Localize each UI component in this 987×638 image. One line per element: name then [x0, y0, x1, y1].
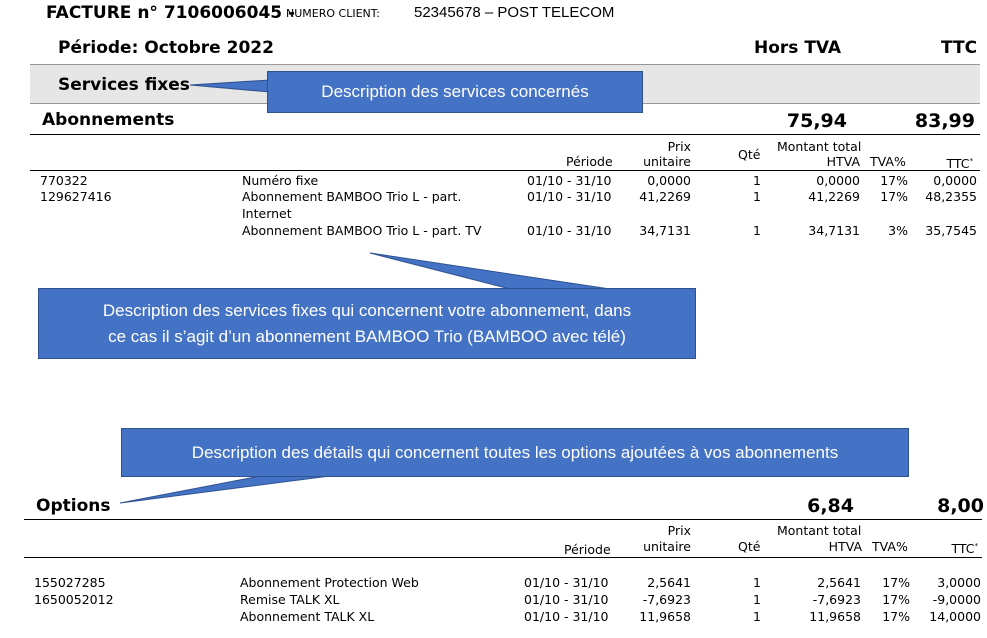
- table-cell-ttc: 14,0000: [929, 609, 981, 624]
- table-cell-prix: 41,2269: [639, 189, 691, 204]
- table-cell-ttc: 35,7545: [925, 223, 977, 238]
- client-number-label: NUMERO CLIENT:: [286, 7, 380, 20]
- divider: [24, 519, 982, 520]
- header-unitaire: unitaire: [643, 539, 691, 554]
- header-montant-total: Montant total: [777, 523, 862, 538]
- table-cell-description: Numéro fixe: [242, 173, 319, 188]
- table-cell-qte: 1: [753, 575, 761, 590]
- callout-pointer-abonnement: [369, 252, 611, 290]
- callout-pointer-services: [189, 79, 271, 93]
- table-cell-tva: 17%: [882, 609, 910, 624]
- callout-text: Description des détails qui concernent t…: [191, 442, 839, 462]
- table-cell-ttc: 0,0000: [933, 173, 977, 188]
- header-unitaire: unitaire: [643, 154, 691, 169]
- header-periode: Période: [564, 542, 611, 557]
- table-cell-periode: 01/10 - 31/10: [524, 592, 609, 607]
- header-montant-total: Montant total: [777, 139, 862, 154]
- header-tva: TVA%: [870, 154, 906, 169]
- section-title-abonnements: Abonnements: [42, 110, 175, 130]
- table-cell-id: 129627416: [40, 189, 112, 204]
- table-cell-ttc: 48,2355: [925, 189, 977, 204]
- table-cell-periode: 01/10 - 31/10: [527, 173, 612, 188]
- table-cell-description: Abonnement BAMBOO Trio L - part.: [242, 189, 462, 204]
- table-cell-description-continued: Internet: [242, 206, 292, 221]
- table-cell-prix: -7,6923: [642, 592, 691, 607]
- table-cell-montant: 11,9658: [809, 609, 861, 624]
- table-cell-tva: 17%: [882, 575, 910, 590]
- table-cell-description: Abonnement Protection Web: [240, 575, 419, 590]
- table-cell-prix: 2,5641: [647, 575, 691, 590]
- table-cell-tva: 17%: [882, 592, 910, 607]
- table-cell-description: Remise TALK XL: [240, 592, 340, 607]
- table-cell-periode: 01/10 - 31/10: [524, 575, 609, 590]
- table-cell-description: Abonnement TALK XL: [240, 609, 375, 624]
- section-title-options: Options: [36, 496, 111, 516]
- invoice-title: FACTURE n° 7106006045 -: [46, 3, 296, 23]
- table-cell-periode: 01/10 - 31/10: [524, 609, 609, 624]
- header-qte: Qté: [738, 539, 761, 554]
- abonnements-table: 770322 Numéro fixe 01/10 - 31/10 0,0000 …: [0, 173, 987, 243]
- header-prix: Prix: [667, 523, 691, 538]
- column-header-htva: Hors TVA: [754, 38, 842, 58]
- divider: [24, 557, 982, 558]
- header-qte: Qté: [738, 147, 761, 162]
- table-cell-montant: 34,7131: [808, 223, 860, 238]
- header-ttc: TTC*: [951, 541, 978, 557]
- abonnements-total-htva: 75,94: [786, 110, 847, 132]
- table-cell-montant: 2,5641: [817, 575, 861, 590]
- column-header-ttc: TTC: [941, 38, 978, 58]
- callout-pointer-options: [119, 475, 331, 504]
- table-cell-tva: 3%: [888, 223, 908, 238]
- callout-options: Description des détails qui concernent t…: [121, 428, 909, 477]
- header-ttc: TTC*: [946, 156, 973, 172]
- table-cell-qte: 1: [753, 592, 761, 607]
- table-cell-ttc: -9,0000: [932, 592, 981, 607]
- table-cell-tva: 17%: [880, 189, 908, 204]
- abonnements-total-ttc: 83,99: [914, 110, 975, 132]
- table-cell-qte: 1: [753, 173, 761, 188]
- table-cell-montant: 0,0000: [816, 173, 860, 188]
- table-cell-id: 1650052012: [34, 592, 114, 607]
- callout-text-line-1: Description des services fixes qui conce…: [102, 300, 632, 320]
- table-cell-tva: 17%: [880, 173, 908, 188]
- callout-services: Description des services concernés: [267, 71, 643, 113]
- options-total-ttc: 8,00: [937, 495, 984, 517]
- options-table: 155027285 Abonnement Protection Web 01/1…: [0, 575, 987, 635]
- callout-text-line-2: ce cas il s’agit d’un abonnement BAMBOO …: [108, 326, 626, 346]
- header-tva: TVA%: [872, 539, 908, 554]
- section-title-services-fixes: Services fixes: [58, 75, 190, 95]
- table-cell-qte: 1: [753, 189, 761, 204]
- table-cell-ttc: 3,0000: [937, 575, 981, 590]
- table-cell-description: Abonnement BAMBOO Trio L - part. TV: [242, 223, 482, 238]
- divider: [30, 134, 980, 135]
- client-number-value: 52345678 – POST TELECOM: [414, 4, 615, 21]
- options-total-htva: 6,84: [807, 495, 854, 517]
- table-cell-qte: 1: [753, 609, 761, 624]
- table-cell-prix: 0,0000: [647, 173, 691, 188]
- header-htva: HTVA: [828, 539, 862, 554]
- divider: [30, 170, 980, 171]
- table-cell-prix: 34,7131: [639, 223, 691, 238]
- table-cell-montant: -7,6923: [812, 592, 861, 607]
- table-cell-id: 155027285: [34, 575, 106, 590]
- table-cell-prix: 11,9658: [639, 609, 691, 624]
- callout-text: Description des services concernés: [321, 82, 589, 101]
- invoice-period: Période: Octobre 2022: [58, 38, 274, 58]
- table-cell-periode: 01/10 - 31/10: [527, 223, 612, 238]
- header-htva: HTVA: [826, 154, 860, 169]
- callout-abonnement: Description des services fixes qui conce…: [38, 288, 696, 359]
- table-cell-montant: 41,2269: [808, 189, 860, 204]
- table-cell-periode: 01/10 - 31/10: [527, 189, 612, 204]
- header-periode: Période: [566, 154, 613, 169]
- header-prix: Prix: [667, 139, 691, 154]
- table-cell-qte: 1: [753, 223, 761, 238]
- table-cell-id: 770322: [40, 173, 88, 188]
